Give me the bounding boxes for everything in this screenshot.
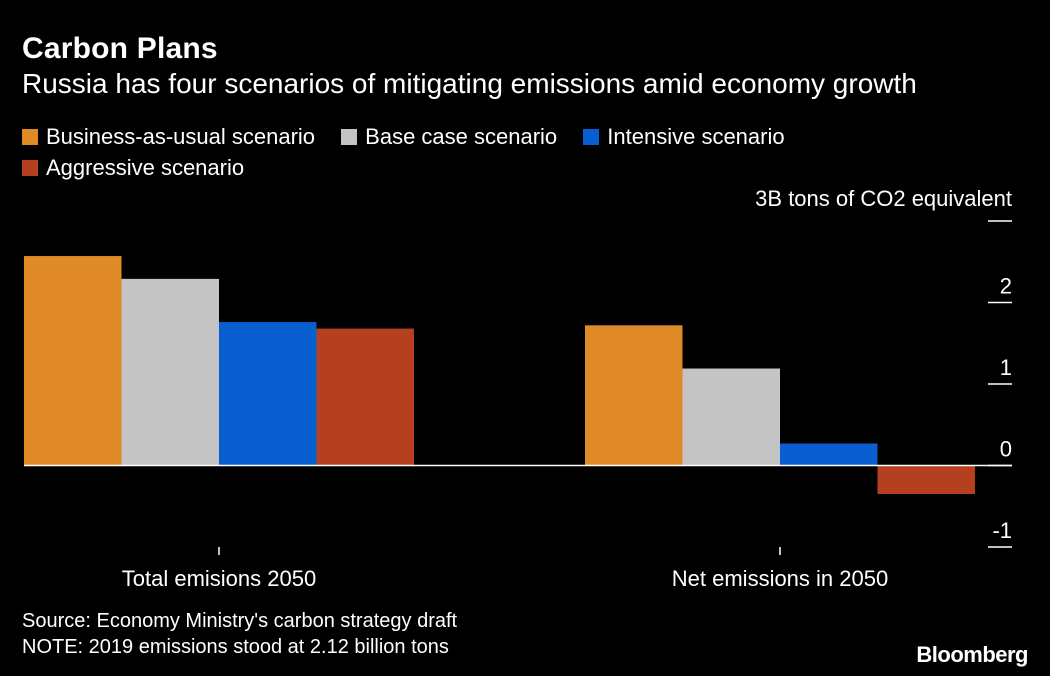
legend-item-aggressive: Aggressive scenario: [22, 153, 244, 183]
legend-swatch-aggressive: [22, 160, 38, 176]
chart-subtitle: Russia has four scenarios of mitigating …: [22, 68, 917, 99]
bar-business-as-usual-scenario-total: [24, 256, 122, 466]
x-category-label: Net emissions in 2050: [672, 566, 888, 591]
bloomberg-logo: Bloomberg: [916, 642, 1028, 667]
legend-swatch-intensive: [583, 129, 600, 145]
bar-business-as-usual-scenario-net: [585, 325, 683, 466]
bar-aggressive-scenario-net: [877, 465, 975, 495]
source-note: Source: Economy Ministry's carbon strate…: [22, 610, 458, 632]
y-tick-label: -1: [992, 518, 1012, 543]
bar-base-case-scenario-total: [121, 278, 219, 466]
y-tick-label: 2: [1000, 274, 1012, 299]
y-axis-unit-label: 3B tons of CO2 equivalent: [755, 186, 1012, 211]
emissions-note: NOTE: 2019 emissions stood at 2.12 billi…: [22, 636, 449, 658]
legend-label-intensive: Intensive scenario: [607, 124, 785, 149]
legend-swatch-base-case: [341, 129, 358, 145]
legend-item-intensive: Intensive scenario: [583, 122, 785, 152]
bar-base-case-scenario-net: [682, 368, 780, 466]
legend: Business-as-usual scenario Base case sce…: [22, 122, 1022, 184]
y-tick-label: 1: [1000, 355, 1012, 380]
bar-aggressive-scenario-total: [316, 328, 414, 466]
footer: Source: Economy Ministry's carbon strate…: [22, 608, 457, 660]
y-tick-label: 0: [1000, 437, 1012, 462]
legend-label-base-case: Base case scenario: [365, 124, 558, 149]
legend-swatch-business-as-usual: [22, 129, 38, 145]
legend-label-aggressive: Aggressive scenario: [46, 155, 245, 180]
x-category-label: Total emisions 2050: [122, 566, 316, 591]
chart-title: Carbon Plans: [22, 32, 218, 65]
bar-intensive-scenario-total: [219, 322, 317, 466]
legend-label-business-as-usual: Business-as-usual scenario: [46, 124, 316, 149]
bar-intensive-scenario-net: [780, 443, 878, 466]
legend-item-base-case: Base case scenario: [341, 122, 557, 152]
legend-item-business-as-usual: Business-as-usual scenario: [22, 122, 315, 152]
